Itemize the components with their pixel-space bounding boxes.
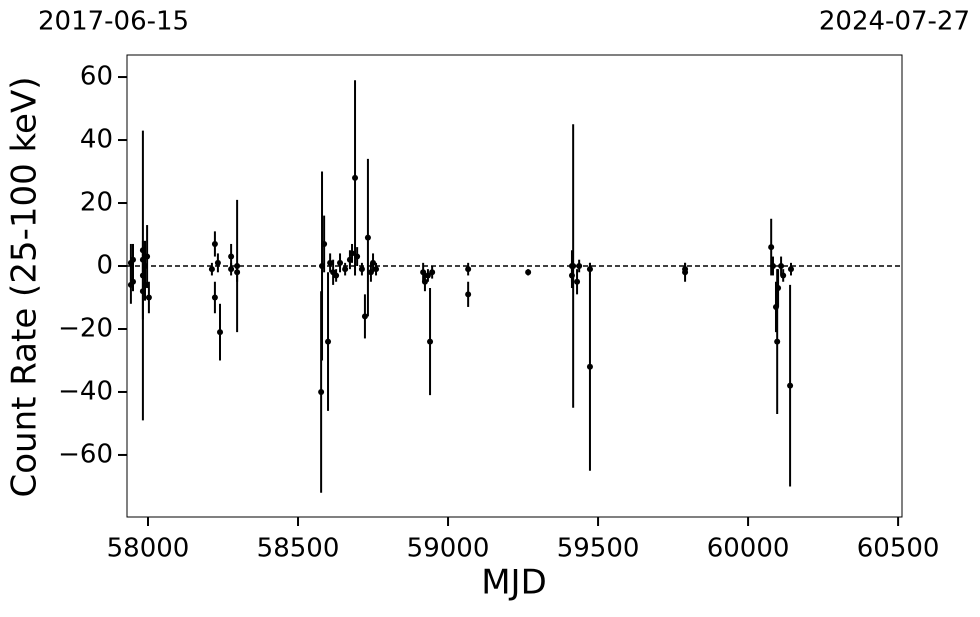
y-tick-label: 60	[80, 62, 113, 92]
y-tick-label: −20	[58, 313, 113, 343]
data-point	[769, 263, 776, 270]
data-point	[775, 285, 782, 292]
data-point	[333, 272, 340, 279]
data-point	[337, 259, 344, 266]
data-point	[774, 338, 781, 345]
data-point	[424, 272, 431, 279]
data-point	[361, 313, 368, 320]
data-point	[325, 338, 332, 345]
data-point	[318, 388, 325, 395]
data-point	[576, 263, 583, 270]
data-point	[373, 266, 380, 273]
data-point	[370, 259, 377, 266]
y-tick-label: 20	[80, 188, 113, 218]
x-tick-label: 60500	[857, 534, 940, 564]
data-point	[780, 272, 787, 279]
data-point	[465, 291, 472, 298]
data-point	[228, 253, 235, 260]
y-tick-label: −60	[58, 439, 113, 469]
data-point	[217, 329, 224, 336]
data-point	[364, 234, 371, 241]
data-point	[586, 363, 593, 370]
x-tick-label: 58000	[107, 534, 190, 564]
data-point	[214, 259, 221, 266]
data-point	[327, 259, 334, 266]
data-point	[574, 278, 581, 285]
data-point	[145, 294, 152, 301]
y-axis-label: Count Rate (25-100 keV)	[5, 77, 45, 498]
data-point	[208, 266, 215, 273]
data-point	[465, 266, 472, 273]
data-point	[234, 269, 241, 276]
data-point	[130, 256, 137, 263]
data-point	[342, 266, 349, 273]
data-point	[321, 240, 328, 247]
data-point	[768, 244, 775, 251]
top-left-date: 2017-06-15	[38, 7, 189, 37]
x-axis-label: MJD	[481, 563, 547, 603]
data-point	[144, 253, 151, 260]
data-point	[787, 266, 794, 273]
data-point	[130, 278, 137, 285]
data-point	[586, 266, 593, 273]
data-point	[358, 266, 365, 273]
data-point	[211, 294, 218, 301]
data-point	[211, 240, 218, 247]
x-tick-label: 60000	[707, 534, 790, 564]
data-point	[570, 263, 577, 270]
data-point	[682, 269, 689, 276]
data-point	[421, 278, 428, 285]
data-point	[427, 338, 434, 345]
plot-frame	[126, 54, 903, 518]
data-point	[787, 382, 794, 389]
x-tick-label: 59500	[557, 534, 640, 564]
y-tick-label: −40	[58, 376, 113, 406]
data-point	[228, 266, 235, 273]
y-tick-label: 40	[80, 125, 113, 155]
x-tick-label: 59000	[407, 534, 490, 564]
top-right-date: 2024-07-27	[819, 7, 970, 37]
data-point	[352, 174, 359, 181]
x-tick-label: 58500	[257, 534, 340, 564]
data-point	[778, 263, 785, 270]
data-point	[354, 253, 361, 260]
data-point	[349, 250, 356, 257]
data-point	[525, 269, 532, 276]
data-point	[429, 269, 436, 276]
y-tick-label: 0	[96, 251, 113, 281]
